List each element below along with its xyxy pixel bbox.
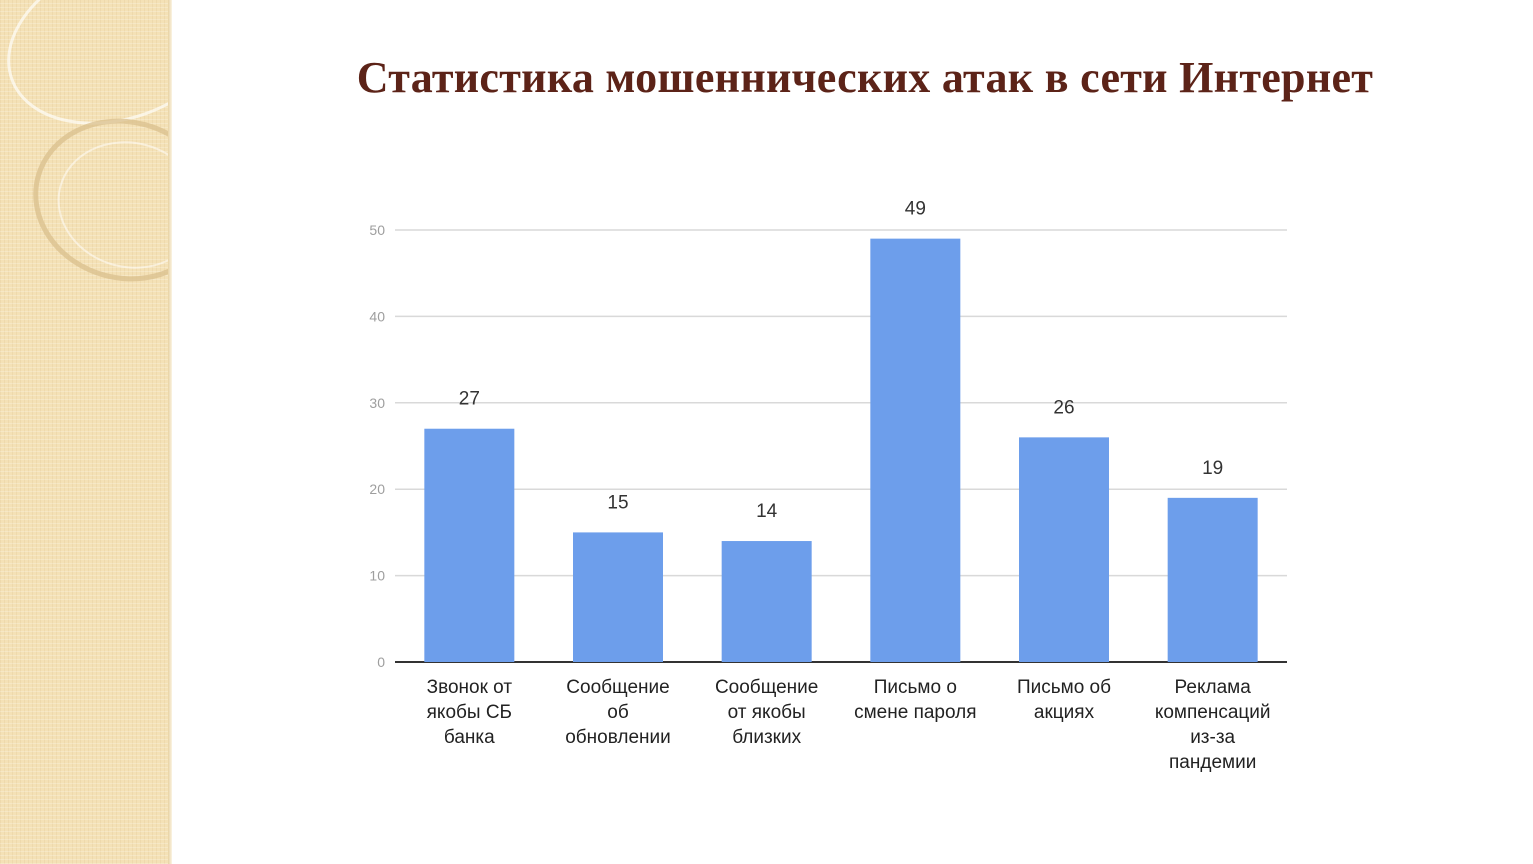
x-category-label-line: об — [607, 702, 629, 723]
x-category-label-line: смене пароля — [854, 702, 976, 723]
bar — [870, 238, 961, 662]
x-category-label: Звонок от якобы СБ банка — [427, 677, 513, 748]
x-category-label-line: близких — [732, 727, 801, 748]
x-category-label-line: Письмо об — [1017, 677, 1111, 698]
x-category-label: Письмо о смене пароля — [854, 677, 976, 723]
bar — [573, 532, 663, 662]
x-category-label-line: якобы СБ — [427, 702, 512, 723]
decorative-side-panel — [0, 0, 168, 864]
x-category-label-line: Сообщение — [715, 677, 818, 698]
x-category-label-line: Письмо о — [874, 677, 957, 698]
bar — [1167, 497, 1258, 662]
bar — [1019, 437, 1109, 662]
x-category-label-line: обновлении — [565, 727, 671, 748]
data-label: 19 — [1202, 458, 1223, 479]
y-tick-label: 20 — [369, 481, 385, 497]
x-category-label-line: пандемии — [1169, 752, 1256, 773]
slide-title: Статистика мошеннических атак в сети Инт… — [356, 53, 1374, 102]
data-label: 15 — [607, 492, 628, 513]
data-label: 14 — [756, 501, 778, 522]
x-category-label-line: компенсаций — [1155, 702, 1271, 723]
y-tick-label: 10 — [369, 568, 385, 584]
bar — [721, 541, 812, 662]
x-category-label-line: Сообщение — [566, 677, 669, 698]
x-category-label: Сообщение об обновлении — [565, 677, 671, 748]
x-category-label-line: Звонок от — [427, 677, 513, 698]
y-tick-label: 30 — [369, 395, 385, 411]
x-category-label-line: акциях — [1034, 702, 1095, 723]
x-category-label: Сообщение от якобы близких — [715, 677, 818, 748]
x-category-label-line: от якобы — [728, 702, 806, 723]
x-category-label: Письмо об акциях — [1017, 677, 1111, 723]
bar — [424, 428, 515, 662]
y-tick-label: 0 — [377, 654, 385, 670]
y-tick-label: 40 — [369, 308, 385, 324]
x-category-label-line: из-за — [1190, 727, 1235, 748]
y-tick-label: 50 — [369, 222, 385, 238]
x-category-label: Реклама компенсаций из-за пандемии — [1155, 677, 1271, 773]
side-panel-edge — [168, 0, 172, 864]
x-category-label-line: банка — [444, 727, 495, 748]
data-label: 27 — [459, 389, 480, 410]
x-category-label-line: Реклама — [1175, 677, 1252, 698]
data-label: 49 — [905, 199, 926, 220]
decorative-swirl-graphic — [7, 0, 168, 282]
data-label: 26 — [1053, 397, 1074, 418]
